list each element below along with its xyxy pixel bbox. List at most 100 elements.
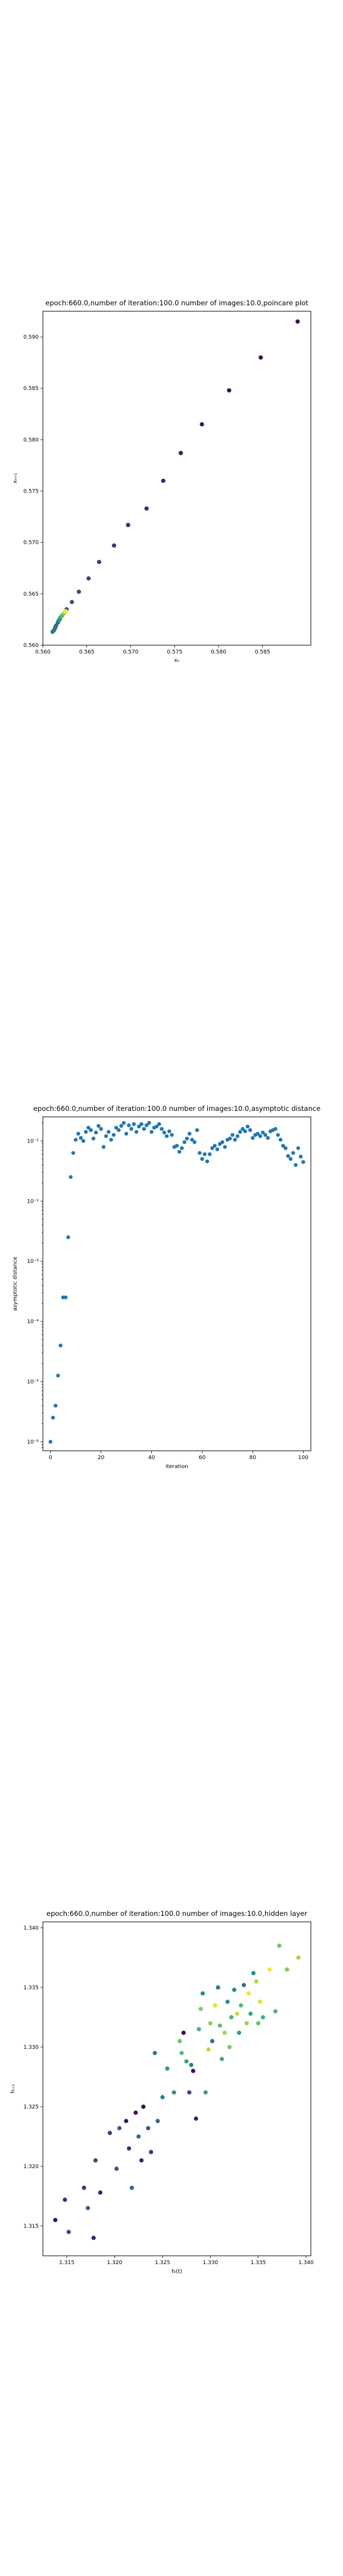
data-point (111, 1133, 116, 1137)
data-point (182, 1140, 186, 1144)
data-point (129, 2185, 135, 2190)
asymptotic-distance-plot: epoch:660.0,number of iteration:100.0 nu… (13, 1104, 320, 1470)
y-tick-label: 1.330 (23, 2045, 39, 2051)
x-tick-label: 0 (49, 1455, 52, 1461)
data-point (139, 2158, 144, 2163)
data-point (139, 1122, 144, 1126)
data-point (216, 1985, 220, 1990)
x-axis-label: xₙ (174, 658, 180, 664)
data-point (93, 1131, 98, 1135)
data-point (241, 1983, 247, 1987)
data-point (200, 1157, 204, 1161)
data-point (286, 1154, 290, 1158)
data-point (277, 1943, 282, 1948)
data-point (223, 1145, 227, 1149)
x-tick-label: 0.570 (123, 649, 139, 655)
data-point (195, 1128, 199, 1132)
y-axis-ticks: 10⁻⁶ 10⁻⁵ 10⁻⁴ 10⁻³ 10⁻² 10⁻¹ (27, 1122, 43, 1448)
data-point (198, 2007, 203, 2011)
y-tick-label: 1.340 (23, 1925, 39, 1931)
data-point (254, 1979, 258, 1984)
data-point (263, 1133, 267, 1137)
data-point (165, 2066, 170, 2071)
y-tick-label: 0.560 (23, 643, 39, 649)
data-point (157, 1122, 161, 1126)
data-point (248, 1128, 252, 1132)
data-point (107, 2131, 113, 2135)
data-point (121, 1120, 126, 1125)
y-tick-label: 0.590 (23, 335, 39, 340)
data-point (99, 1126, 103, 1131)
y-tick-label: 10⁻² (27, 1199, 39, 1205)
x-tick-label: 0.580 (211, 649, 226, 655)
data-point (147, 1120, 151, 1125)
data-point (86, 576, 91, 581)
x-tick-label: 0.585 (255, 649, 270, 655)
data-point (111, 543, 117, 548)
data-point (199, 422, 204, 427)
data-point (146, 2126, 151, 2131)
x-axis-label: iteration (166, 1464, 188, 1470)
data-point (96, 1123, 101, 1128)
data-point (144, 1123, 149, 1128)
data-point (190, 1138, 194, 1142)
y-axis-label: xₙ₊₁ (13, 473, 18, 484)
data-point (127, 2146, 132, 2151)
data-point (179, 451, 183, 456)
data-point (266, 1136, 270, 1140)
data-point (142, 1126, 146, 1131)
data-point (187, 2090, 192, 2095)
data-point (63, 609, 68, 614)
data-point (235, 1134, 240, 1138)
data-point (119, 1123, 123, 1128)
data-point (189, 2063, 194, 2067)
data-point (205, 1159, 210, 1163)
y-tick-label: 0.570 (23, 540, 39, 546)
y-tick-label: 10⁻¹ (27, 1138, 39, 1144)
data-point (109, 1138, 113, 1142)
plot-frame (42, 1921, 311, 2256)
data-point (152, 2051, 157, 2055)
data-point (107, 1130, 111, 1134)
data-point (288, 1157, 293, 1161)
data-point (144, 506, 149, 511)
x-tick-label: 80 (250, 1455, 257, 1461)
data-point (91, 2236, 96, 2240)
data-point (48, 1439, 52, 1444)
y-tick-label: 0.585 (23, 386, 39, 392)
data-point (129, 1126, 133, 1131)
data-point (225, 1999, 230, 2004)
data-point (227, 2045, 232, 2049)
data-point (149, 1130, 154, 1134)
data-point (258, 1999, 263, 2004)
data-point (58, 1343, 63, 1348)
data-point (76, 589, 82, 595)
data-point (236, 2030, 242, 2035)
data-point (301, 1160, 305, 1164)
y-tick-label: 0.575 (23, 489, 39, 495)
data-point (160, 2095, 165, 2100)
data-point (219, 2057, 224, 2061)
data-point (134, 1130, 139, 1134)
data-point (215, 1147, 220, 1151)
data-point (181, 2030, 186, 2035)
data-point (101, 1145, 106, 1149)
data-point (81, 1139, 86, 1143)
y-tick-label: 0.565 (23, 592, 39, 597)
data-point (70, 600, 74, 605)
data-point (213, 1144, 217, 1148)
data-point (66, 2230, 71, 2234)
data-point (298, 1154, 303, 1159)
data-point (197, 2027, 201, 2032)
x-tick-label: 0.560 (35, 649, 51, 655)
x-tick-label: 40 (148, 1455, 155, 1461)
data-point (296, 1955, 301, 1960)
data-point (207, 1152, 212, 1156)
data-point (104, 1134, 108, 1138)
data-point (233, 1138, 237, 1142)
data-point (124, 1132, 129, 1136)
chart-title: epoch:660.0,number of iteration:100.0 nu… (45, 299, 308, 307)
x-tick-label: 1.320 (107, 2260, 123, 2266)
x-axis-label: hᵢ(t) (172, 2269, 182, 2275)
